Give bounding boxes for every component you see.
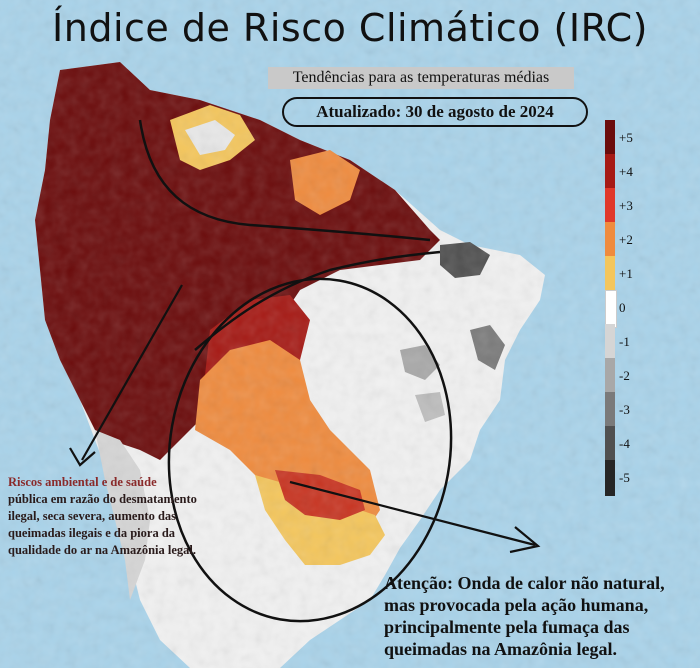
- legend-label: -2: [619, 368, 630, 383]
- curve-south: [194, 250, 441, 351]
- arrow-left-line: [81, 284, 183, 461]
- legend-label: 0: [619, 300, 626, 315]
- legend-swatch: [605, 120, 615, 156]
- legend-label: +1: [619, 266, 633, 281]
- legend-swatch: [605, 358, 615, 394]
- legend-label: +2: [619, 232, 633, 247]
- legend-swatch: [605, 426, 615, 462]
- legend-label: -4: [619, 436, 630, 451]
- legend-label: +5: [619, 130, 633, 145]
- legend-swatch: [605, 460, 615, 496]
- subtitle: Tendências para as temperaturas médias: [268, 67, 574, 89]
- legend-swatch: [605, 154, 615, 190]
- legend-label: +4: [619, 164, 633, 179]
- legend-swatch: [605, 324, 615, 360]
- legend-label: +3: [619, 198, 633, 213]
- arrow-right-line: [289, 480, 536, 547]
- arrow-left-head: [69, 447, 96, 467]
- legend-label: -5: [619, 470, 630, 485]
- legend-label: -3: [619, 402, 630, 417]
- annotation-left-body: pública em razão do desmatamento ilegal,…: [8, 492, 197, 557]
- legend-swatch: [605, 222, 615, 258]
- legend-swatch: [605, 392, 615, 428]
- legend-swatch: [605, 256, 615, 292]
- legend-label: -1: [619, 334, 630, 349]
- annotation-left: Riscos ambiental e de saúde pública em r…: [8, 474, 213, 559]
- annotation-right: Atenção: Onda de calor não natural, mas …: [384, 573, 665, 659]
- color-legend: +5 +4 +3 +2 +1 0 -1 -2 -3 -4 -5: [605, 120, 700, 510]
- curve-north: [138, 119, 431, 242]
- page-title: Índice de Risco Climático (IRC): [52, 6, 648, 50]
- arrow-right-head: [509, 526, 541, 554]
- legend-swatch: [605, 290, 617, 328]
- legend-swatch: [605, 188, 615, 224]
- highlight-ellipse: [167, 277, 453, 623]
- update-date-badge: Atualizado: 30 de agosto de 2024: [282, 97, 588, 127]
- annotation-left-heading: Riscos ambiental e de saúde: [8, 475, 157, 489]
